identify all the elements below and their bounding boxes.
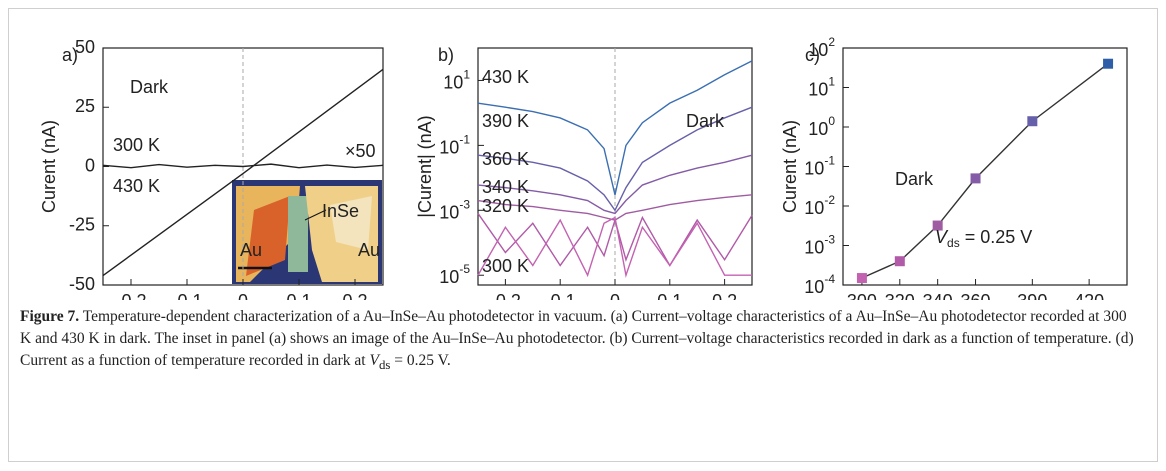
y-tick-label: 10-1	[804, 154, 835, 179]
y-tick-label: 10-1	[439, 133, 470, 158]
x-tick-label: -0.2	[490, 291, 521, 300]
y-tick-exponent: -1	[459, 133, 470, 147]
marker	[1103, 59, 1113, 69]
y-tick-label: 10-3	[439, 197, 470, 222]
y-tick-exponent: -3	[459, 197, 470, 211]
y-tick-label: 10-2	[804, 193, 835, 218]
marker	[1027, 116, 1037, 126]
y-tick-base: 10	[439, 202, 459, 222]
x-tick-label: 320	[885, 291, 915, 300]
series-label: 430 K	[482, 67, 529, 87]
vds-text: = 0.25 V	[960, 227, 1033, 247]
y-tick-exponent: -3	[824, 233, 835, 247]
annotation: Dark	[895, 169, 934, 189]
y-tick-label: -25	[69, 215, 95, 235]
y-tick-exponent: -5	[459, 262, 470, 276]
y-tick-exponent: -4	[824, 272, 835, 286]
annotation: ×50	[345, 141, 376, 161]
y-tick-label: 10-5	[439, 262, 470, 287]
caption-label: Figure 7.	[20, 308, 79, 325]
y-tick-base: 10	[804, 237, 824, 257]
x-tick-label: 0.2	[342, 291, 367, 300]
x-tick-label: -0.1	[545, 291, 576, 300]
annotation: InSe	[322, 201, 359, 221]
y-tick-exponent: 1	[463, 68, 470, 82]
series-line	[103, 164, 383, 168]
y-tick-base: 10	[804, 198, 824, 218]
caption-subscript: ds	[379, 357, 390, 372]
annotation: Dark	[686, 111, 725, 131]
panel-label: b)	[438, 45, 454, 65]
y-tick-base: 10	[808, 79, 828, 99]
plot-frame	[843, 48, 1127, 285]
series-label: 300 K	[113, 135, 160, 155]
y-tick-base: 10	[804, 277, 824, 297]
y-tick-exponent: 0	[828, 114, 835, 128]
panel-label: c)	[805, 45, 820, 65]
x-tick-label: 420	[1074, 291, 1104, 300]
y-tick-label: 10-4	[804, 272, 835, 297]
y-tick-exponent: -2	[824, 193, 835, 207]
x-tick-label: 0.1	[657, 291, 682, 300]
series-label: 390 K	[482, 111, 529, 131]
annotation: Au	[240, 240, 262, 260]
y-axis-label: |Curent| (nA)	[415, 115, 435, 217]
y-tick-exponent: 2	[828, 35, 835, 49]
y-tick-label: 0	[85, 155, 95, 175]
y-tick-base: 10	[439, 137, 459, 157]
annotation: Au	[358, 240, 380, 260]
x-tick-label: 300	[847, 291, 877, 300]
y-axis-label: Curent (nA)	[39, 120, 59, 213]
panel-label: a)	[62, 45, 78, 65]
y-tick-label: 101	[443, 68, 470, 93]
y-tick-label: 10-3	[804, 233, 835, 258]
series-label: 360 K	[482, 149, 529, 169]
y-tick-label: 101	[808, 75, 835, 100]
series-label: 430 K	[113, 176, 160, 196]
x-tick-label: 340	[923, 291, 953, 300]
y-tick-label: 100	[808, 114, 835, 139]
y-tick-exponent: -1	[824, 154, 835, 168]
marker	[857, 273, 867, 283]
caption-symbol: V	[369, 352, 378, 369]
x-tick-label: 0	[238, 291, 248, 300]
marker	[971, 173, 981, 183]
x-tick-label: 0.1	[286, 291, 311, 300]
caption-text: Temperature-dependent characterization o…	[20, 308, 1134, 369]
caption: Figure 7. Temperature-dependent characte…	[20, 306, 1140, 376]
y-tick-exponent: 1	[828, 75, 835, 89]
y-tick-base: 10	[439, 267, 459, 287]
vds-subscript: ds	[947, 236, 960, 250]
x-tick-label: 0	[610, 291, 620, 300]
caption-end: = 0.25 V.	[390, 352, 450, 369]
series-label: 300 K	[482, 256, 529, 276]
x-tick-label: -0.1	[171, 291, 202, 300]
y-tick-label: 25	[75, 96, 95, 116]
y-tick-base: 10	[808, 119, 828, 139]
x-tick-label: 390	[1017, 291, 1047, 300]
series-label: 320 K	[482, 196, 529, 216]
vds-annotation: Vds = 0.25 V	[935, 227, 1032, 250]
y-tick-label: -50	[69, 274, 95, 294]
inset-image	[232, 180, 382, 284]
x-tick-label: 0.2	[712, 291, 737, 300]
y-tick-base: 10	[804, 158, 824, 178]
marker	[895, 256, 905, 266]
x-tick-label: 360	[961, 291, 991, 300]
annotation: Dark	[130, 77, 169, 97]
figure: -0.2-0.100.10.2-50-2502550Voltage (V)Cur…	[0, 0, 1166, 300]
series-label: 340 K	[482, 177, 529, 197]
y-tick-base: 10	[443, 72, 463, 92]
y-axis-label: Curent (nA)	[780, 120, 800, 213]
x-tick-label: -0.2	[115, 291, 146, 300]
